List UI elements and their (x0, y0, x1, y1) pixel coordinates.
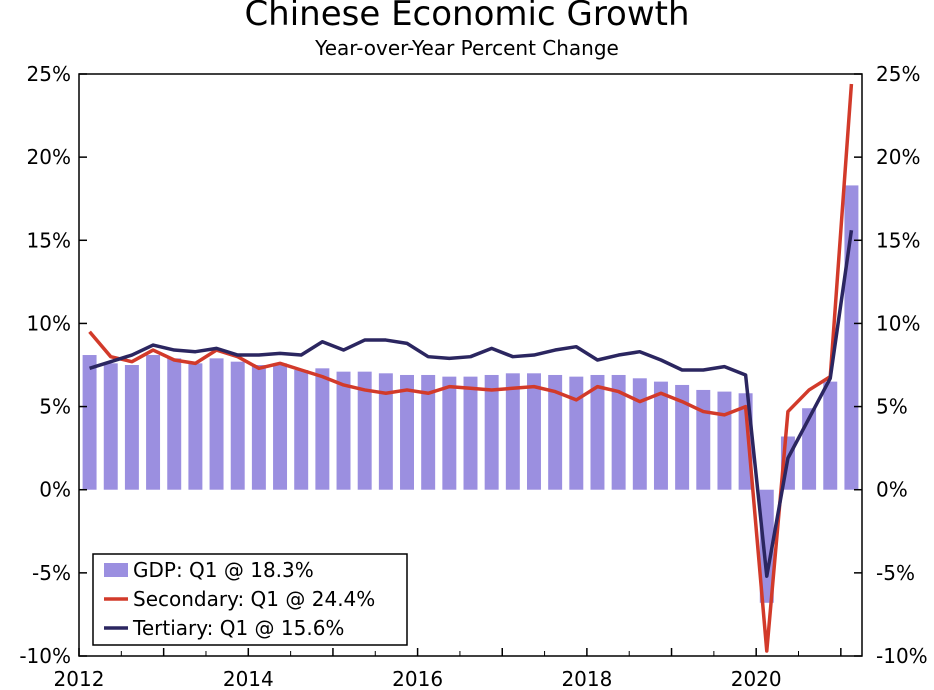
gdp-bar (548, 374, 563, 490)
y-tick-label-right: 15% (876, 228, 920, 252)
y-tick-label-left: 5% (39, 395, 71, 419)
legend-label: GDP: Q1 @ 18.3% (133, 558, 314, 582)
gdp-bar (675, 384, 690, 490)
gdp-bar (378, 373, 393, 490)
gdp-bar (421, 374, 436, 490)
gdp-bar (209, 358, 224, 490)
y-tick-label-left: -10% (19, 644, 71, 668)
gdp-bar (590, 374, 605, 490)
gdp-bar (336, 371, 351, 490)
y-tick-label-right: 25% (876, 62, 920, 86)
x-tick-label: 2020 (731, 667, 782, 690)
legend: GDP: Q1 @ 18.3% Secondary: Q1 @ 24.4% Tert… (92, 553, 408, 646)
legend-label: Secondary: Q1 @ 24.4% (133, 587, 375, 611)
gdp-bar (484, 374, 499, 490)
gdp-bar (527, 373, 541, 490)
line-series-group (88, 83, 854, 653)
gdp-bar (505, 373, 520, 490)
gdp-bar (400, 374, 414, 490)
x-tick-label: 2014 (223, 667, 274, 690)
gdp-bar (611, 374, 626, 490)
y-axis-left: 25% 20% 15% 10% 5% 0% -5% -10% (19, 62, 87, 668)
bar-series-gdp (82, 185, 859, 603)
gdp-bar (188, 363, 203, 490)
gdp-bar (696, 389, 711, 490)
y-tick-label-left: 20% (27, 145, 71, 169)
y-tick-label-left: 0% (39, 478, 71, 502)
gdp-bar (632, 378, 647, 490)
gdp-bar (315, 368, 330, 490)
x-tick-label: 2018 (561, 667, 612, 690)
legend-label: Tertiary: Q1 @ 15.6% (132, 616, 344, 640)
x-tick-label: 2016 (392, 667, 443, 690)
gdp-bar (717, 391, 732, 490)
gdp-bar (230, 361, 245, 490)
gdp-bar (82, 355, 97, 490)
plot-frame (78, 73, 863, 657)
x-tick-label: 2012 (54, 667, 105, 690)
legend-box (92, 553, 408, 646)
gdp-bar (103, 363, 118, 490)
y-tick-label-left: 25% (27, 62, 71, 86)
gdp-bar (167, 358, 182, 490)
gdp-bar (294, 369, 309, 490)
x-axis: 2012 2014 2016 2018 2020 (54, 648, 842, 690)
y-tick-label-right: -10% (876, 644, 928, 668)
gdp-bar (759, 489, 774, 603)
gdp-bar (463, 376, 478, 490)
y-tick-label-left: -5% (32, 561, 71, 585)
legend-swatch-gdp (104, 563, 128, 577)
chart-title: Chinese Economic Growth (244, 0, 690, 34)
gdp-bar (823, 381, 838, 490)
y-tick-label-right: -5% (876, 561, 915, 585)
gdp-bar (802, 408, 817, 490)
tertiary-line (89, 230, 854, 578)
y-tick-label-right: 5% (876, 395, 908, 419)
y-tick-label-right: 20% (876, 145, 920, 169)
gdp-bar (146, 355, 161, 490)
gdp-bar (124, 365, 139, 490)
chart-subtitle: Year-over-Year Percent Change (315, 36, 619, 60)
gdp-bar (251, 365, 266, 490)
y-axis-right: 25% 20% 15% 10% 5% 0% -5% -10% (854, 62, 928, 668)
gdp-bar (357, 371, 372, 490)
y-tick-label-right: 10% (876, 311, 920, 335)
y-tick-label-right: 0% (876, 478, 908, 502)
y-tick-label-left: 10% (27, 311, 71, 335)
gdp-bar (273, 363, 288, 490)
gdp-bar (569, 376, 584, 490)
gdp-bar (653, 381, 668, 490)
gdp-bar (442, 376, 457, 490)
y-tick-label-left: 15% (27, 228, 71, 252)
